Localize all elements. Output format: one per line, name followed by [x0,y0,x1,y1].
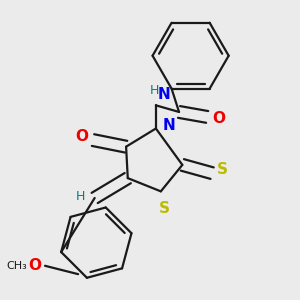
Text: S: S [217,162,228,177]
Text: CH₃: CH₃ [6,261,27,271]
Text: N: N [163,118,175,133]
Text: O: O [29,258,42,273]
Text: S: S [159,201,170,216]
Text: H: H [149,84,159,97]
Text: O: O [75,129,88,144]
Text: O: O [212,111,225,126]
Text: N: N [158,87,170,102]
Text: H: H [75,190,85,203]
